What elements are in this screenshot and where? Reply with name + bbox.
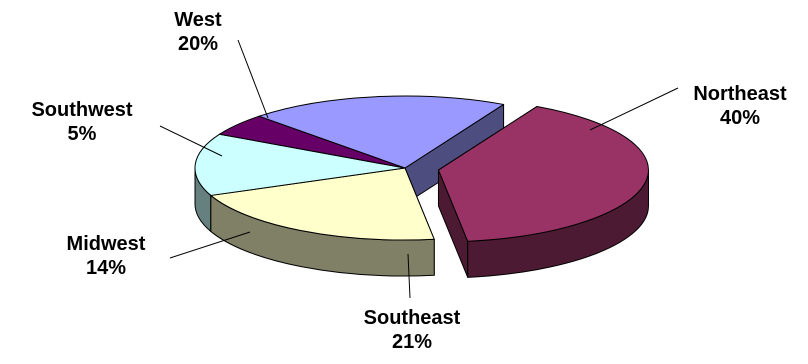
slice-southeast [210,167,435,241]
slice-west [258,95,505,169]
label-west: West 20% [174,8,221,56]
pie-tops [194,95,649,242]
label-southeast-name: Southeast [363,307,461,329]
label-northeast-value: 40% [719,107,761,129]
label-southwest-value: 5% [67,123,97,145]
label-midwest-value: 14% [85,257,127,279]
label-west-name: West [174,9,222,31]
label-southeast-value: 21% [391,331,433,353]
label-midwest-name: Midwest [66,233,146,255]
label-southeast: Southeast 21% [364,306,461,354]
leader-line-midwest [169,231,251,259]
slice-northeast [437,105,649,242]
label-northeast-name: Northeast [693,83,787,105]
label-southwest-name: Southwest [31,99,133,121]
leader-line-northeast [589,87,679,131]
label-west-value: 20% [177,33,219,55]
leader-line-southwest [159,125,223,157]
label-northeast: Northeast 40% [693,82,786,130]
slice-midwest [194,133,406,196]
leader-line-southeast [407,253,411,299]
leader-line-west [237,39,269,119]
leader-lines [159,39,679,299]
label-midwest: Midwest 14% [67,232,146,280]
label-southwest: Southwest 5% [31,98,132,146]
